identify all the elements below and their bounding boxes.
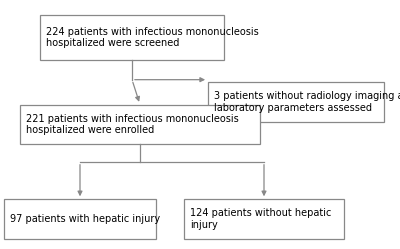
FancyBboxPatch shape xyxy=(208,82,384,122)
FancyBboxPatch shape xyxy=(4,199,156,239)
FancyBboxPatch shape xyxy=(40,15,224,60)
Text: 124 patients without hepatic
injury: 124 patients without hepatic injury xyxy=(190,208,331,230)
Text: 221 patients with infectious mononucleosis
hospitalized were enrolled: 221 patients with infectious mononucleos… xyxy=(26,114,239,135)
FancyBboxPatch shape xyxy=(20,105,260,144)
FancyBboxPatch shape xyxy=(184,199,344,239)
Text: 224 patients with infectious mononucleosis
hospitalized were screened: 224 patients with infectious mononucleos… xyxy=(46,27,259,48)
Text: 3 patients without radiology imaging and
laboratory parameters assessed: 3 patients without radiology imaging and… xyxy=(214,91,400,113)
Text: 97 patients with hepatic injury: 97 patients with hepatic injury xyxy=(10,214,160,224)
